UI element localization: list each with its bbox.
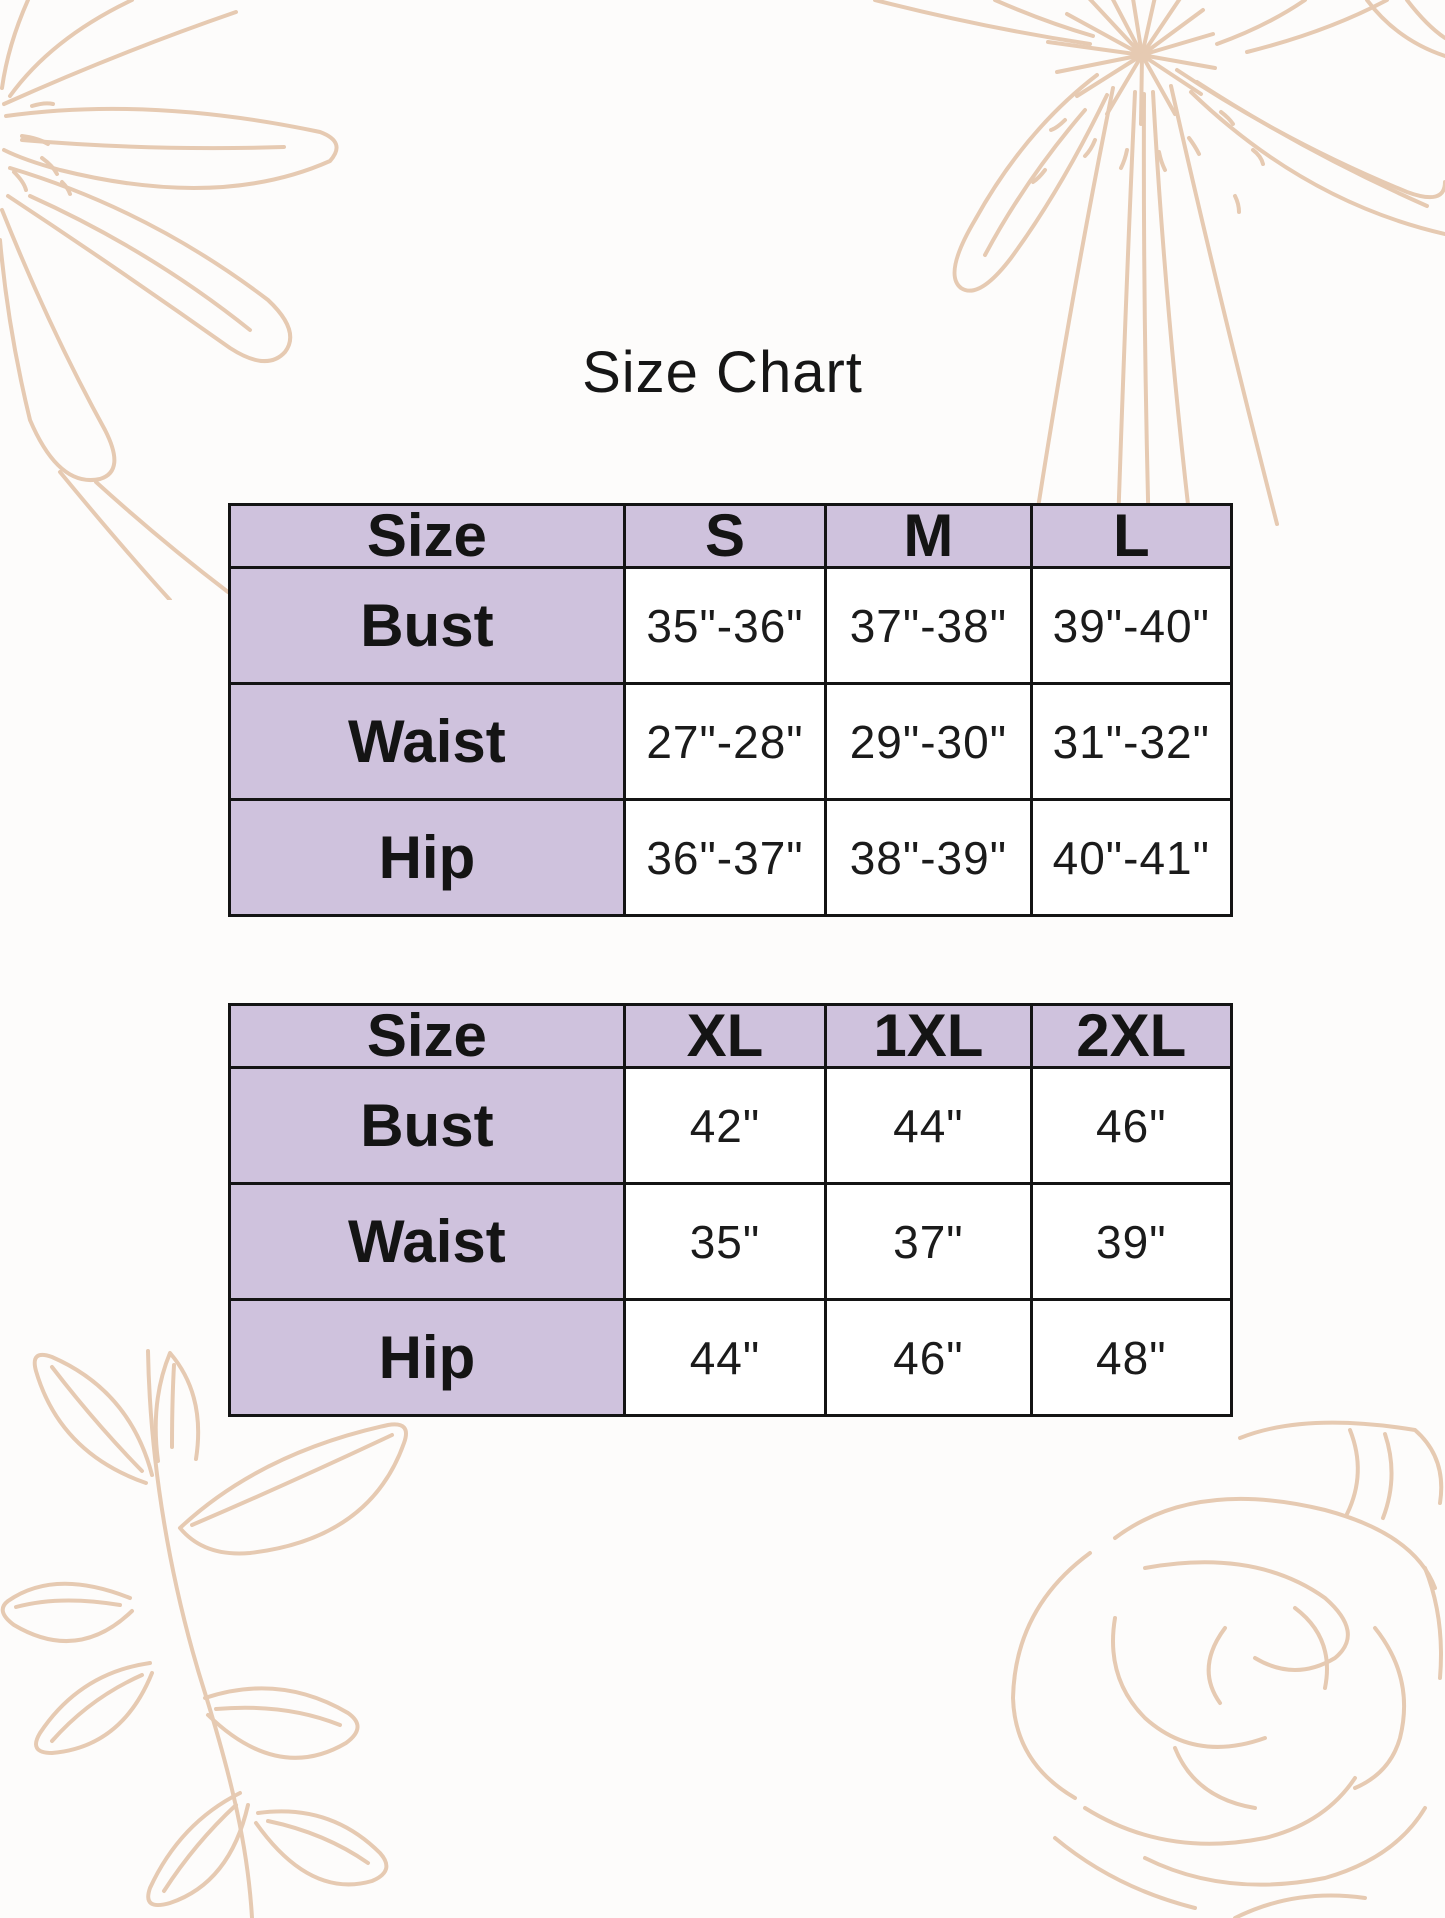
value-cell: 36"-37" [622,798,828,917]
table1-row-hip: Hip 36"-37" 38"-39" 40"-41" [228,798,1234,917]
table1-header-cell-size: Size [228,503,626,569]
table2-row-waist: Waist 35" 37" 39" [228,1182,1234,1301]
page-title: Size Chart [582,340,863,405]
value-cell: 31"-32" [1029,682,1234,801]
value-cell: 44" [622,1298,828,1417]
table2-row-bust: Bust 42" 44" 46" [228,1066,1234,1185]
size-table-xl: Size XL 1XL 2XL Bust 42" 44" 46" Waist 3… [228,1003,1234,1417]
value-cell: 29"-30" [824,682,1033,801]
value-cell: 37"-38" [824,566,1033,685]
table1-header-cell-l: L [1029,503,1234,569]
table1-row-bust: Bust 35"-36" 37"-38" 39"-40" [228,566,1234,685]
value-cell: 37" [824,1182,1033,1301]
value-cell: 39" [1029,1182,1234,1301]
row-label-cell: Hip [228,798,626,917]
value-cell: 44" [824,1066,1033,1185]
value-cell: 48" [1029,1298,1234,1417]
value-cell: 38"-39" [824,798,1033,917]
table1-header-row: Size S M L [228,503,1234,569]
table2-header-cell-xl: XL [622,1003,828,1069]
table2-header-row: Size XL 1XL 2XL [228,1003,1234,1069]
table1-header-cell-s: S [622,503,828,569]
table2-row-hip: Hip 44" 46" 48" [228,1298,1234,1417]
flower-top-left-icon [0,0,339,600]
value-cell: 42" [622,1066,828,1185]
value-cell: 35" [622,1182,828,1301]
value-cell: 39"-40" [1029,566,1234,685]
value-cell: 46" [824,1298,1033,1417]
flower-top-right-icon [873,0,1445,560]
size-table-sml: Size S M L Bust 35"-36" 37"-38" 39"-40" … [228,503,1234,917]
row-label-cell: Waist [228,1182,626,1301]
table1-row-waist: Waist 27"-28" 29"-30" 31"-32" [228,682,1234,801]
table2-header-cell-size: Size [228,1003,626,1069]
value-cell: 46" [1029,1066,1234,1185]
value-cell: 27"-28" [622,682,828,801]
leaf-branch-bottom-left-icon [0,1349,408,1918]
row-label-cell: Hip [228,1298,626,1417]
rose-bottom-right-icon [1011,1420,1444,1918]
table2-header-cell-2xl: 2XL [1029,1003,1234,1069]
row-label-cell: Waist [228,682,626,801]
row-label-cell: Bust [228,1066,626,1185]
table2-header-cell-1xl: 1XL [824,1003,1033,1069]
value-cell: 40"-41" [1029,798,1234,917]
row-label-cell: Bust [228,566,626,685]
value-cell: 35"-36" [622,566,828,685]
table1-header-cell-m: M [824,503,1033,569]
